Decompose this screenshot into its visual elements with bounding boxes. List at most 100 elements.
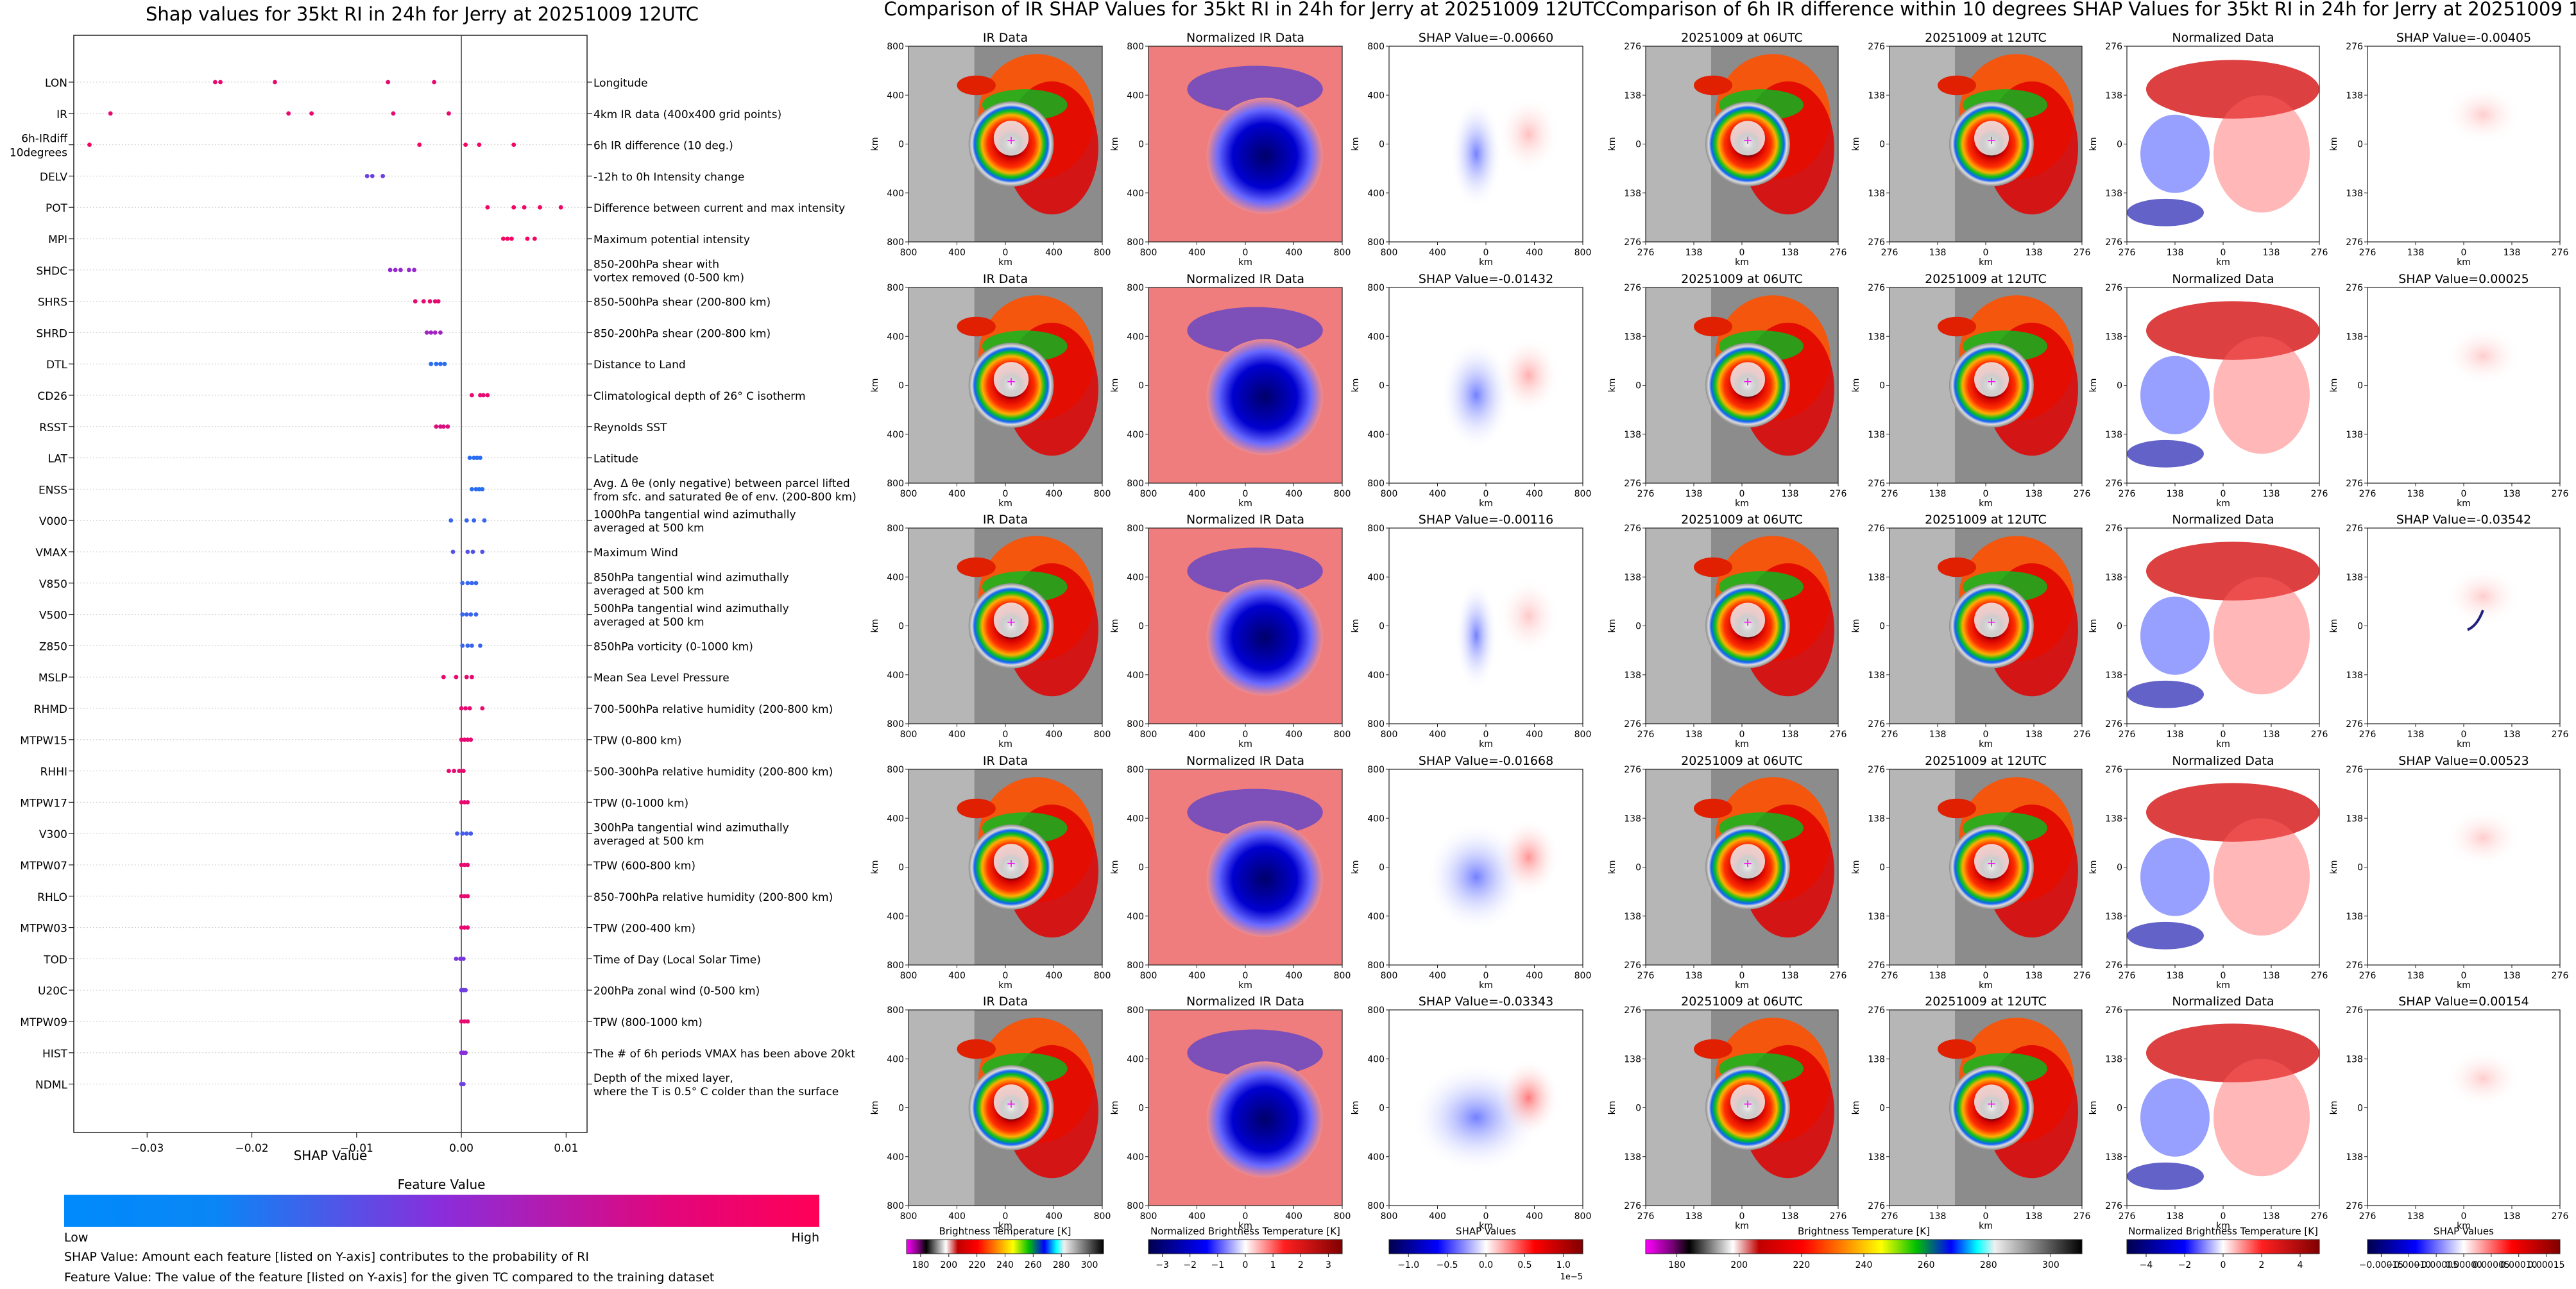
shap-point [459, 894, 464, 899]
shap-point [441, 424, 446, 429]
shap-point [459, 737, 464, 742]
x-tick-label: 138 [1782, 730, 1799, 740]
irdiff-panel: 27627613813800138138276276kmkmNormalized… [2088, 513, 2328, 749]
x-tick-label: 138 [1929, 730, 1947, 740]
x-tick-label: 276 [2552, 971, 2569, 981]
y-tick-label: 276 [1868, 960, 1885, 971]
x-tick-label: 138 [2026, 248, 2043, 258]
y-tick-label: 0 [1138, 1104, 1144, 1114]
shap-point [465, 549, 470, 554]
shap-point [465, 925, 470, 930]
y-tick-label: 138 [1868, 670, 1885, 681]
center-marker: + [1986, 857, 1996, 871]
feature-description: 850hPa tangential wind azimuthally [593, 571, 789, 584]
y-axis-label: km [1607, 619, 1617, 633]
colorbar-tick-label: 0.00005 [2473, 1260, 2510, 1270]
shap-point [462, 737, 467, 742]
y-tick-label: 138 [1624, 670, 1641, 681]
feature-value-colorbar [64, 1195, 819, 1227]
y-tick-label: 800 [1127, 1201, 1144, 1211]
y-axis-label: km [1110, 619, 1120, 633]
center-marker: + [1743, 1098, 1752, 1111]
center-marker: + [1986, 134, 1996, 148]
panel-title: SHAP Value=-0.00405 [2396, 31, 2531, 45]
colorbar-high-label: High [791, 1231, 819, 1245]
cloud-field [1889, 1010, 1955, 1206]
colorbar-tick-label: −0.5 [1437, 1260, 1458, 1270]
x-tick-label: 800 [1334, 730, 1351, 740]
shap-point [461, 957, 466, 961]
y-tick-label: 800 [887, 719, 904, 730]
shap-point [438, 330, 443, 335]
y-tick-label: 800 [887, 479, 904, 489]
cloud-cell [957, 1039, 996, 1059]
y-axis-label: km [2088, 137, 2099, 151]
cooling-region [2140, 114, 2210, 193]
shap-point [459, 925, 464, 930]
cloud-field [908, 46, 975, 242]
shap-point [442, 361, 447, 366]
x-tick-label: 138 [2503, 971, 2521, 981]
y-tick-label: 400 [1127, 332, 1144, 342]
y-tick-label: 0 [1379, 863, 1385, 873]
y-tick-label: 276 [2346, 765, 2363, 775]
warming-band [2146, 60, 2319, 119]
shap-point [460, 581, 465, 586]
colorbar-tick-label: 0.00000 [2445, 1260, 2482, 1270]
x-axis-label: km [998, 499, 1012, 509]
x-tick-label: 800 [1381, 1211, 1398, 1222]
y-tick-label: 0 [898, 140, 904, 150]
x-tick-label: 276 [2359, 971, 2376, 981]
panel-title: Normalized IR Data [1186, 272, 1304, 286]
x-tick-label: 276 [2119, 971, 2136, 981]
eye-region [1974, 602, 2009, 638]
shap-point [470, 487, 474, 491]
x-tick-label: 138 [2263, 971, 2280, 981]
x-axis-label: km [2457, 739, 2471, 749]
shap-point [468, 737, 473, 742]
feature-description: TPW (600-800 km) [593, 860, 695, 873]
y-tick-label: 800 [1367, 1005, 1385, 1016]
shap-point [429, 361, 434, 366]
feature-label: U20C [38, 985, 67, 998]
shap-point [480, 549, 485, 554]
eye-region [1730, 602, 1765, 638]
panel-title: IR Data [983, 754, 1028, 768]
irdiff-panel: +27627613813800138138276276kmkm20251009 … [1607, 994, 1847, 1231]
y-tick-label: 138 [2346, 1152, 2363, 1163]
shap-point [558, 205, 563, 210]
panel-title: IR Data [983, 272, 1028, 286]
panel-title: SHAP Value=-0.00116 [1419, 513, 1553, 527]
y-axis-label: km [1607, 860, 1617, 875]
cloud-cell [957, 798, 996, 819]
shap-point [459, 706, 464, 711]
irdiff-panel: +27627613813800138138276276kmkm20251009 … [1851, 754, 2090, 991]
cloud-cell [1938, 557, 1976, 577]
y-tick-label: 0 [2117, 622, 2122, 632]
x-tick-label: −0.03 [130, 1142, 164, 1155]
x-tick-label: 138 [2503, 248, 2521, 258]
y-tick-label: 800 [1127, 1005, 1144, 1016]
x-axis-label: km [1238, 1221, 1252, 1231]
y-tick-label: 276 [2346, 719, 2363, 730]
x-axis-label: km [2216, 739, 2230, 749]
x-tick-label: 800 [1094, 1211, 1111, 1222]
shap-point [445, 424, 450, 429]
y-tick-label: 276 [1624, 237, 1641, 248]
feature-label: VMAX [35, 547, 67, 559]
x-tick-label: 0 [1483, 730, 1489, 740]
shap-point [463, 142, 468, 148]
y-tick-label: 0 [2357, 140, 2363, 150]
y-axis-label: km [1110, 137, 1120, 151]
irdiff-panel: +27627613813800138138276276kmkm20251009 … [1851, 272, 2090, 509]
eye-region [1730, 1084, 1765, 1120]
colorbar-tick-label: −3 [1156, 1260, 1169, 1270]
ir-panel: 80080040040000400400800800kmkmNormalized… [1110, 31, 1351, 268]
center-marker: + [1986, 616, 1996, 629]
summary-points [87, 80, 563, 1086]
y-tick-label: 800 [887, 1201, 904, 1211]
y-tick-label: 0 [2117, 1104, 2122, 1114]
panel-title: SHAP Value=-0.01668 [1419, 754, 1553, 768]
diff-shap-background [2367, 287, 2560, 483]
